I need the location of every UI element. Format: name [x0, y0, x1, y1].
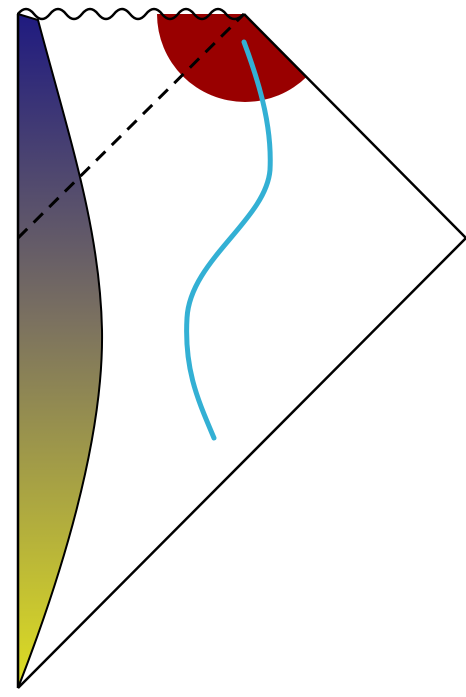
upper-right-edge-line: [243, 13, 466, 239]
wavy-top-boundary: [17, 7, 245, 21]
diagram-body: [18, 14, 466, 688]
gradient-strip: [17, 12, 104, 689]
lower-right-edge-line: [17, 237, 466, 689]
worldline-curve: [184, 39, 273, 441]
dashed-diagonal-line: [16, 12, 246, 240]
